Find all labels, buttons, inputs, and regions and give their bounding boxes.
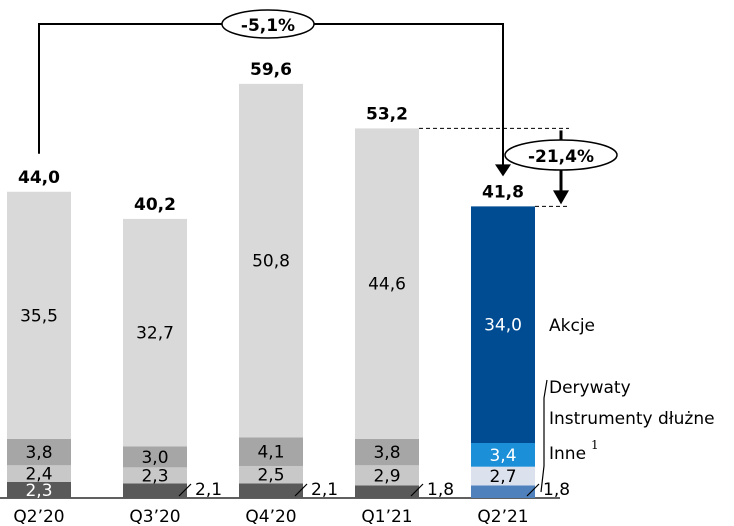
total-label-3: 53,2 [366, 104, 408, 124]
legend-akcje: Akcje [549, 316, 595, 336]
segment-label-1-3: 2,9 [373, 466, 400, 486]
bar-segment-instrumenty-d-u-ne-1 [123, 467, 187, 484]
legend-derywaty: Derywaty [549, 378, 631, 398]
bar-segment-instrumenty-d-u-ne-2 [239, 465, 303, 484]
leader-tick-4 [526, 483, 540, 497]
total-label-4: 41,8 [482, 182, 524, 202]
category-label-1: Q3’20 [129, 507, 180, 526]
yoy-change-label: -5,1% [241, 16, 295, 36]
segment-label-3-4: 34,0 [484, 316, 522, 336]
legend-inne-footnote: 1 [591, 438, 599, 452]
bar-segment-inne-1 [123, 483, 187, 498]
bars-group [0, 83, 560, 499]
annotations-group: -5,1% -21,4% [221, 9, 618, 171]
segment-label-inne-4: 1,8 [543, 480, 570, 500]
segment-label-inne-3: 1,8 [427, 480, 454, 500]
bar-segment-inne-3 [355, 485, 419, 498]
category-label-0: Q2’20 [13, 507, 64, 526]
segment-label-3-0: 35,5 [20, 306, 58, 326]
segment-label-inne-1: 2,1 [195, 480, 222, 500]
bar-segment-akcje-0 [7, 191, 71, 439]
segment-label-1-4: 2,7 [489, 467, 516, 487]
total-label-0: 44,0 [18, 168, 60, 188]
bar-segment-derywaty-2 [239, 437, 303, 466]
category-label-3: Q1’21 [361, 507, 412, 526]
total-label-1: 40,2 [134, 195, 176, 215]
leader-tick-1 [178, 483, 192, 497]
legend-group: Akcje Derywaty Instrumenty dłużne Inne 1 [540, 316, 715, 493]
segment-label-2-4: 3,4 [489, 446, 516, 466]
legend-instrumenty: Instrumenty dłużne [549, 409, 715, 429]
segment-label-3-3: 44,6 [368, 275, 406, 295]
bar-segment-akcje-3 [355, 128, 419, 439]
segment-label-3-2: 50,8 [252, 252, 290, 272]
bar-segment-akcje-4 [471, 206, 535, 444]
category-label-2: Q4’20 [245, 507, 296, 526]
annotation-connectors [38, 23, 569, 207]
segment-label-1-1: 2,3 [141, 466, 168, 486]
qoq-change-label: -21,4% [528, 147, 594, 167]
bar-segment-akcje-2 [239, 83, 303, 438]
category-label-4: Q2’21 [477, 507, 528, 526]
segment-label-inne-2: 2,1 [311, 480, 338, 500]
segment-label-2-3: 3,8 [373, 443, 400, 463]
legend-bracket-line [540, 379, 548, 493]
segment-label-2-2: 4,1 [257, 443, 284, 463]
qoq-arrowhead [553, 190, 569, 205]
leader-tick-2 [294, 483, 308, 497]
segment-label-0-0: 2,3 [25, 481, 52, 501]
segment-label-2-0: 3,8 [25, 443, 52, 463]
yoy-change-oval [221, 9, 315, 39]
legend-inne: Inne [549, 444, 586, 464]
bar-segment-instrumenty-d-u-ne-4 [471, 466, 535, 486]
bar-segment-inne-0 [7, 481, 71, 498]
bar-segment-akcje-1 [123, 218, 187, 447]
bar-segment-derywaty-1 [123, 446, 187, 468]
leader-tick-3 [410, 483, 424, 497]
segment-label-3-1: 32,7 [136, 324, 174, 344]
bar-segment-derywaty-0 [7, 438, 71, 466]
segment-label-1-2: 2,5 [257, 466, 284, 486]
bar-segment-instrumenty-d-u-ne-0 [7, 465, 71, 482]
bar-segment-derywaty-4 [471, 443, 535, 467]
bar-segment-instrumenty-d-u-ne-3 [355, 465, 419, 486]
bar-segment-inne-2 [239, 483, 303, 498]
segment-label-1-0: 2,4 [25, 465, 52, 485]
segment-label-2-1: 3,0 [141, 448, 168, 468]
total-label-2: 59,6 [250, 60, 292, 80]
yoy-arrowhead [495, 164, 511, 177]
bar-segment-inne-4 [471, 485, 535, 498]
labels-group: 2,32,43,835,544,0Q2’202,12,33,032,740,2Q… [13, 60, 570, 526]
qoq-change-oval [504, 139, 618, 171]
bar-segment-derywaty-3 [355, 438, 419, 466]
